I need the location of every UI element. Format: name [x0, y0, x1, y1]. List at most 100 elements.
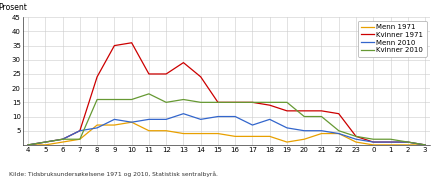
Menn 1971	[43, 144, 48, 146]
Menn 2010	[146, 118, 152, 120]
Menn 2010	[405, 141, 410, 143]
Kvinner 2010	[405, 141, 410, 143]
Menn 1971	[112, 124, 117, 126]
Menn 1971	[215, 133, 220, 135]
Menn 2010	[215, 115, 220, 118]
Menn 2010	[267, 118, 272, 120]
Menn 2010	[43, 141, 48, 143]
Menn 2010	[198, 118, 203, 120]
Menn 2010	[60, 138, 65, 140]
Kvinner 1971	[423, 144, 428, 146]
Menn 1971	[336, 133, 341, 135]
Menn 2010	[302, 130, 307, 132]
Menn 1971	[60, 141, 65, 143]
Menn 1971	[164, 130, 169, 132]
Kvinner 2010	[302, 115, 307, 118]
Menn 2010	[233, 115, 238, 118]
Kvinner 1971	[181, 62, 186, 64]
Kvinner 1971	[250, 101, 255, 103]
Menn 1971	[77, 138, 82, 140]
Line: Menn 2010: Menn 2010	[28, 114, 425, 145]
Menn 2010	[423, 144, 428, 146]
Kvinner 2010	[129, 98, 134, 101]
Kvinner 2010	[94, 98, 100, 101]
Menn 2010	[112, 118, 117, 120]
Kvinner 2010	[353, 135, 359, 138]
Kvinner 1971	[388, 141, 393, 143]
Kvinner 1971	[353, 135, 359, 138]
Kvinner 1971	[233, 101, 238, 103]
Kvinner 2010	[181, 98, 186, 101]
Kvinner 1971	[302, 110, 307, 112]
Line: Kvinner 2010: Kvinner 2010	[28, 94, 425, 145]
Menn 1971	[405, 144, 410, 146]
Kvinner 1971	[319, 110, 324, 112]
Kvinner 1971	[371, 141, 376, 143]
Menn 1971	[94, 124, 100, 126]
Menn 2010	[164, 118, 169, 120]
Kvinner 1971	[77, 130, 82, 132]
Menn 1971	[181, 133, 186, 135]
Kvinner 2010	[26, 144, 31, 146]
Kvinner 1971	[94, 76, 100, 78]
Menn 1971	[319, 133, 324, 135]
Menn 1971	[353, 141, 359, 143]
Kvinner 2010	[233, 101, 238, 103]
Line: Menn 1971: Menn 1971	[28, 122, 425, 145]
Menn 2010	[250, 124, 255, 126]
Menn 1971	[371, 144, 376, 146]
Kvinner 2010	[60, 138, 65, 140]
Kvinner 2010	[77, 138, 82, 140]
Menn 1971	[250, 135, 255, 138]
Kvinner 2010	[388, 138, 393, 140]
Menn 1971	[233, 135, 238, 138]
Kvinner 2010	[198, 101, 203, 103]
Menn 2010	[129, 121, 134, 123]
Kvinner 1971	[405, 141, 410, 143]
Kvinner 2010	[371, 138, 376, 140]
Kvinner 2010	[164, 101, 169, 103]
Kvinner 2010	[284, 101, 290, 103]
Menn 2010	[319, 130, 324, 132]
Menn 2010	[336, 133, 341, 135]
Menn 2010	[94, 127, 100, 129]
Kvinner 1971	[198, 76, 203, 78]
Line: Kvinner 1971: Kvinner 1971	[28, 43, 425, 145]
Menn 1971	[388, 144, 393, 146]
Menn 2010	[181, 113, 186, 115]
Kvinner 1971	[267, 104, 272, 106]
Menn 1971	[302, 138, 307, 140]
Kvinner 1971	[215, 101, 220, 103]
Kvinner 2010	[336, 130, 341, 132]
Kvinner 1971	[26, 144, 31, 146]
Kvinner 2010	[146, 93, 152, 95]
Menn 1971	[26, 144, 31, 146]
Menn 1971	[146, 130, 152, 132]
Kvinner 2010	[423, 144, 428, 146]
Menn 2010	[353, 138, 359, 140]
Kvinner 2010	[250, 101, 255, 103]
Menn 2010	[371, 141, 376, 143]
Kvinner 1971	[43, 141, 48, 143]
Menn 1971	[423, 144, 428, 146]
Kvinner 1971	[129, 42, 134, 44]
Legend: Menn 1971, Kvinner 1971, Menn 2010, Kvinner 2010: Menn 1971, Kvinner 1971, Menn 2010, Kvin…	[358, 21, 427, 57]
Kvinner 1971	[164, 73, 169, 75]
Kvinner 1971	[336, 113, 341, 115]
Menn 1971	[129, 121, 134, 123]
Kvinner 2010	[267, 101, 272, 103]
Text: Prosent: Prosent	[0, 3, 27, 12]
Menn 2010	[388, 141, 393, 143]
Kvinner 2010	[43, 141, 48, 143]
Menn 2010	[26, 144, 31, 146]
Kvinner 1971	[112, 45, 117, 47]
Menn 1971	[267, 135, 272, 138]
Kvinner 2010	[215, 101, 220, 103]
Kvinner 2010	[112, 98, 117, 101]
Kvinner 2010	[319, 115, 324, 118]
Menn 1971	[284, 141, 290, 143]
Menn 2010	[284, 127, 290, 129]
Kvinner 1971	[60, 138, 65, 140]
Menn 2010	[77, 130, 82, 132]
Kvinner 1971	[284, 110, 290, 112]
